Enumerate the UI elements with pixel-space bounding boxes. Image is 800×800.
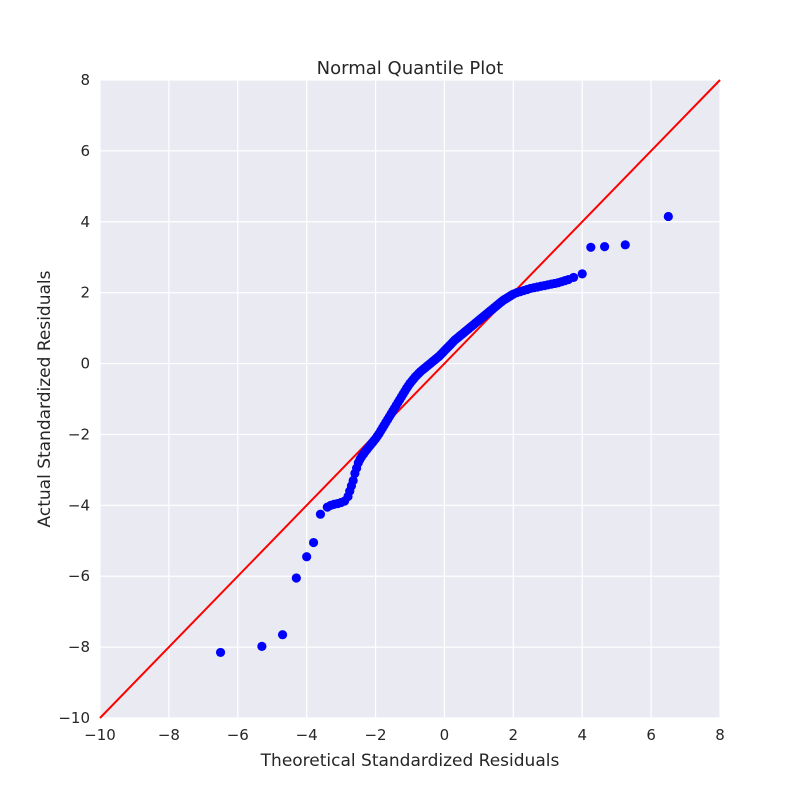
y-tick-label: 0 xyxy=(80,355,90,373)
data-point xyxy=(302,552,312,562)
chart-title: Normal Quantile Plot xyxy=(317,58,504,79)
y-tick-label: −8 xyxy=(68,638,90,656)
y-tick-label: −10 xyxy=(58,709,90,727)
data-point xyxy=(215,647,226,658)
data-point xyxy=(277,630,288,640)
y-tick-label: 2 xyxy=(80,284,90,302)
reference-line xyxy=(99,79,721,719)
data-point xyxy=(600,241,610,252)
x-tick-label: 8 xyxy=(715,726,725,744)
data-point xyxy=(577,269,587,279)
x-tick-labels: −10 −8 −6 −4 −2 0 2 4 6 8 xyxy=(84,726,725,744)
data-point xyxy=(257,641,267,652)
data-point xyxy=(586,242,596,252)
x-tick-label: −2 xyxy=(364,726,386,744)
y-tick-label: 6 xyxy=(80,142,90,160)
x-axis-label: Theoretical Standardized Residuals xyxy=(260,751,560,771)
data-point xyxy=(569,272,579,283)
x-tick-label: 4 xyxy=(577,726,587,744)
data-point xyxy=(308,537,319,548)
data-point xyxy=(348,475,358,486)
x-tick-label: −4 xyxy=(296,726,318,744)
plot-content xyxy=(99,79,721,719)
y-tick-label: −6 xyxy=(68,567,90,585)
grid-lines xyxy=(99,79,721,719)
y-axis-label: Actual Standardized Residuals xyxy=(35,270,55,527)
data-point xyxy=(620,240,630,250)
data-point xyxy=(291,573,301,583)
x-tick-label: −6 xyxy=(227,726,249,744)
x-tick-label: −10 xyxy=(84,726,116,744)
y-tick-label: 8 xyxy=(80,71,90,89)
x-tick-label: 0 xyxy=(440,726,450,744)
x-tick-label: 2 xyxy=(509,726,519,744)
data-point xyxy=(315,509,326,519)
y-tick-label: −4 xyxy=(68,496,90,514)
y-tick-label: −2 xyxy=(68,425,90,443)
data-point xyxy=(663,211,673,222)
y-tick-labels: −10 −8 −6 −4 −2 0 2 4 6 8 xyxy=(58,71,90,727)
y-tick-label: 4 xyxy=(80,213,90,231)
x-tick-label: −8 xyxy=(158,726,180,744)
x-tick-label: 6 xyxy=(646,726,656,744)
